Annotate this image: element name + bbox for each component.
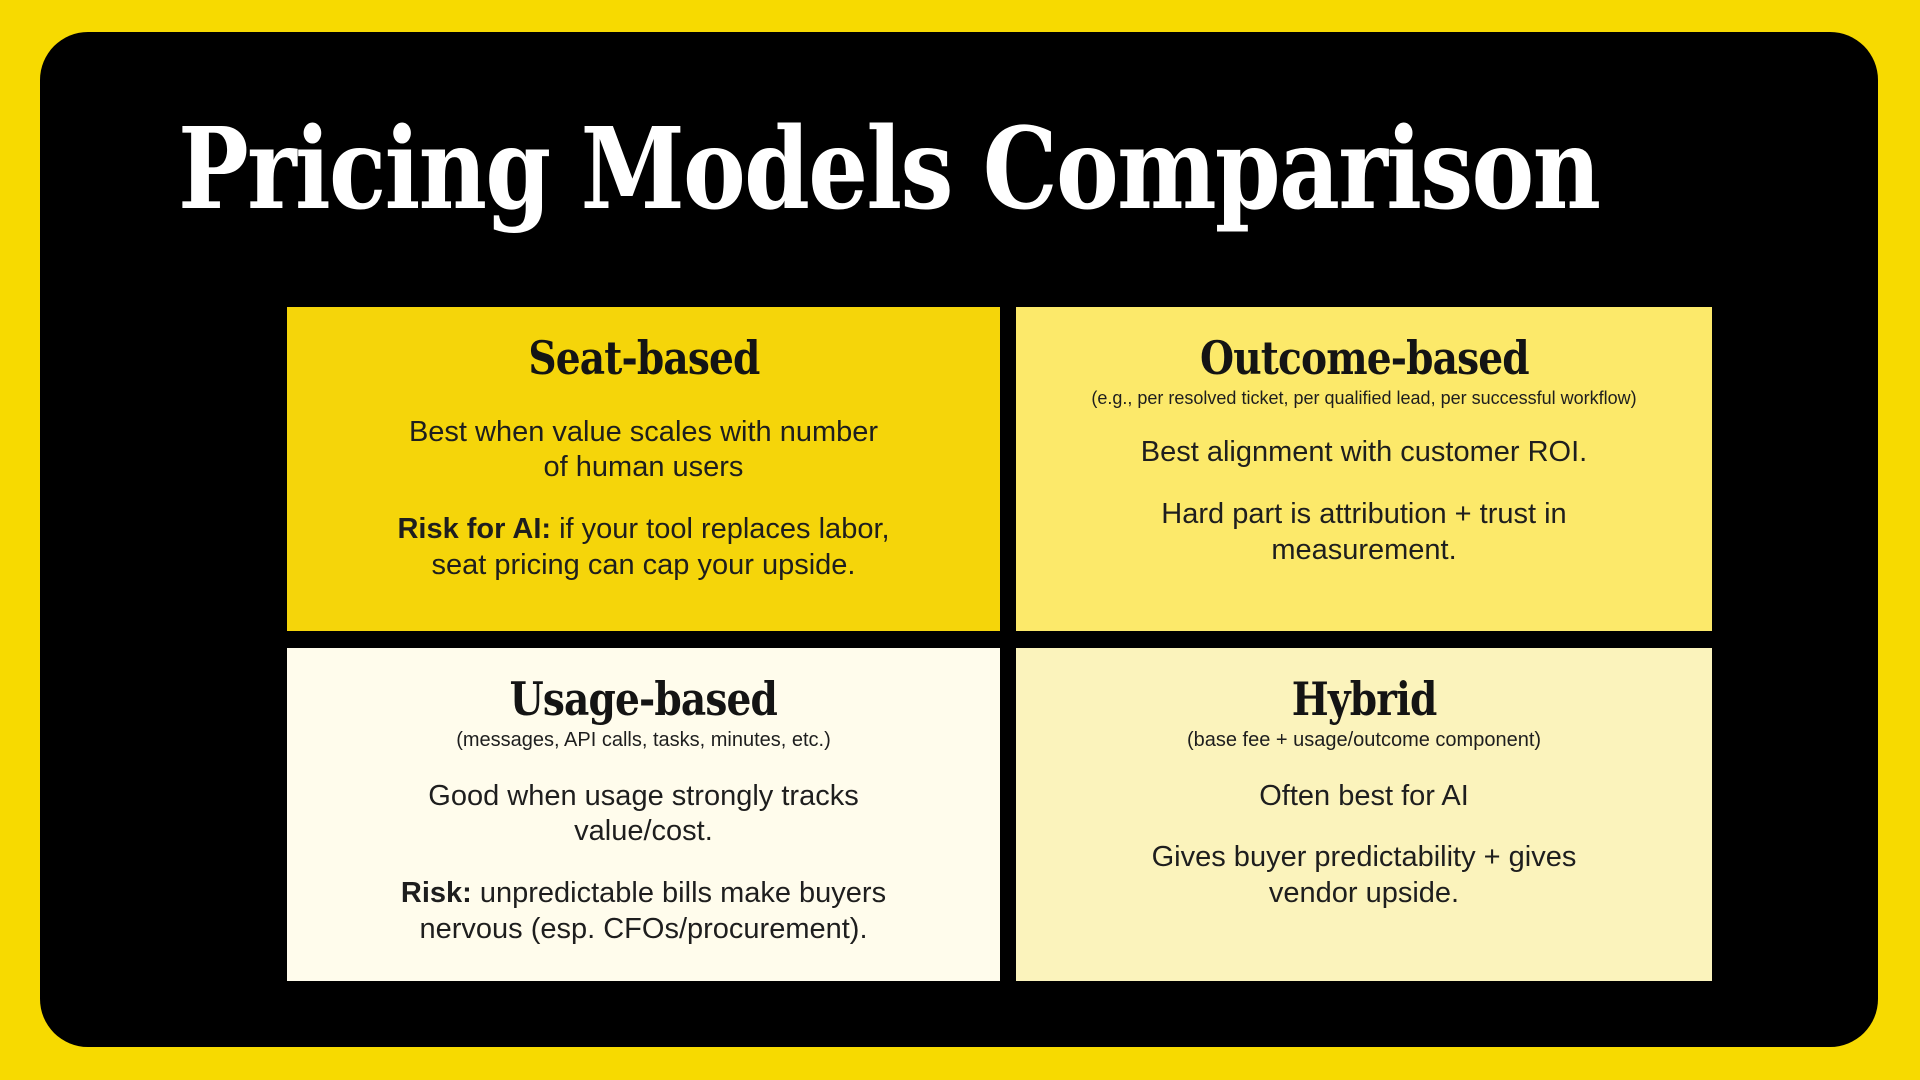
pricing-card-outcome-based: Outcome-based (e.g., per resolved ticket… <box>1016 307 1712 631</box>
card-title-text: Hybrid <box>1291 672 1438 726</box>
slide-black-panel: Pricing Models Comparison Seat-based Bes… <box>40 32 1878 1047</box>
page-title: Pricing Models Comparison <box>178 108 1870 231</box>
card-subtitle: (e.g., per resolved ticket, per qualifie… <box>1091 387 1637 408</box>
card-header: Outcome-based (e.g., per resolved ticket… <box>1054 331 1674 409</box>
pricing-card-usage-based: Usage-based (messages, API calls, tasks,… <box>287 648 1000 981</box>
card-paragraph-text: Best when value scales with number of hu… <box>408 415 879 484</box>
card-paragraph-bold-prefix: Risk: <box>400 877 472 910</box>
card-paragraph: Risk: unpredictable bills make buyers ne… <box>401 876 886 948</box>
pricing-cards-grid: Seat-based Best when value scales with n… <box>287 307 1712 981</box>
card-paragraph: Best when value scales with number of hu… <box>409 415 878 487</box>
card-subtitle: (base fee + usage/outcome component) <box>1186 728 1542 751</box>
card-subtitle: (messages, API calls, tasks, minutes, et… <box>456 728 831 751</box>
card-paragraph: Often best for AI <box>1259 779 1469 815</box>
card-paragraph-text: Best alignment with customer ROI. <box>1140 436 1588 469</box>
card-title: Outcome-based <box>1054 331 1674 385</box>
card-paragraph-text: Gives buyer predictability + gives vendo… <box>1151 841 1577 910</box>
card-paragraph-text: unpredictable bills make buyers nervous … <box>419 877 887 946</box>
card-paragraph-text: if your tool replaces labor, seat pricin… <box>431 513 890 582</box>
pricing-card-hybrid: Hybrid (base fee + usage/outcome compone… <box>1016 648 1712 981</box>
card-paragraph: Best alignment with customer ROI. <box>1141 435 1587 471</box>
card-paragraph: Hard part is attribution + trust in meas… <box>1161 497 1566 569</box>
card-title-text: Seat-based <box>527 331 760 385</box>
page-title-text: Pricing Models Comparison <box>178 104 1601 235</box>
card-paragraph: Risk for AI: if your tool replaces labor… <box>397 512 889 584</box>
card-header: Usage-based (messages, API calls, tasks,… <box>325 672 962 753</box>
card-title: Usage-based <box>325 672 962 726</box>
card-paragraph: Gives buyer predictability + gives vendo… <box>1152 840 1577 912</box>
card-title: Hybrid <box>1054 672 1674 726</box>
card-paragraph-text: Good when usage strongly tracks value/co… <box>428 779 859 848</box>
card-title-text: Outcome-based <box>1199 331 1530 385</box>
pricing-card-seat-based: Seat-based Best when value scales with n… <box>287 307 1000 631</box>
card-paragraph-text: Often best for AI <box>1259 779 1469 812</box>
card-title: Seat-based <box>325 331 962 385</box>
card-header: Seat-based <box>325 331 962 385</box>
card-header: Hybrid (base fee + usage/outcome compone… <box>1054 672 1674 753</box>
card-paragraph-text: Hard part is attribution + trust in meas… <box>1161 497 1567 566</box>
card-title-text: Usage-based <box>509 672 778 726</box>
card-paragraph: Good when usage strongly tracks value/co… <box>428 779 858 851</box>
card-paragraph-bold-prefix: Risk for AI: <box>397 513 552 546</box>
